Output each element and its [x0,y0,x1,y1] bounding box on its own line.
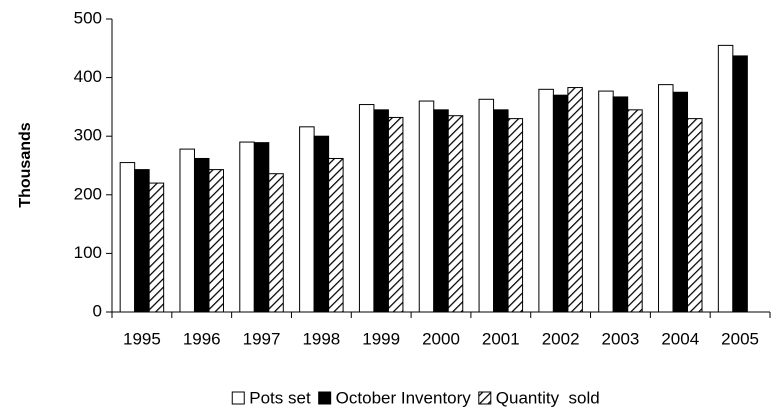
x-tick-label: 2003 [602,329,640,348]
bar [598,90,614,313]
bar [148,182,165,313]
bar [358,104,375,313]
legend-swatch [318,391,332,405]
bar [478,98,495,313]
y-tick-label: 100 [74,243,102,262]
bar [732,55,748,313]
bar [268,173,284,313]
legend-label: Quantity sold [496,388,600,407]
legend-swatch [478,391,492,405]
bar [507,118,524,313]
bar [208,169,224,313]
bar [253,142,270,313]
bar [612,96,629,313]
bar [193,157,210,313]
y-tick-label: 0 [93,301,102,320]
x-tick-label: 2005 [721,329,759,348]
x-tick-label: 1998 [302,329,340,348]
bar [658,84,674,313]
legend: Pots set October Inventory Quantity sold [231,388,600,407]
bar [717,44,734,313]
legend-label: October Inventory [336,388,472,407]
bar [373,109,389,313]
y-tick-label: 500 [74,8,102,27]
bar [567,87,583,313]
y-tick-label: 200 [74,184,102,203]
bar [433,109,449,313]
x-tick-label: 2000 [422,329,460,348]
x-tick-label: 1997 [243,329,281,348]
bar [313,135,330,313]
bar [493,109,509,313]
bar [119,162,136,313]
bar [672,91,689,313]
x-tick-label: 1996 [183,329,221,348]
bar [299,126,315,313]
bar [239,141,255,313]
bar [418,100,435,313]
bar [687,118,703,313]
bar [179,148,195,313]
legend-swatch [231,391,245,405]
x-tick-label: 2004 [661,329,699,348]
bar [387,116,404,313]
y-tick-label: 300 [74,126,102,145]
x-tick-label: 1999 [362,329,400,348]
bar [627,109,643,313]
x-tick-label: 2001 [482,329,520,348]
y-tick-label: 400 [74,67,102,86]
y-axis-label: Thousands [17,122,34,207]
bar [134,169,150,313]
bar [447,115,464,313]
x-tick-label: 2002 [542,329,580,348]
legend-label: Pots set [249,388,311,407]
x-tick-label: 1995 [123,329,161,348]
bar [328,157,344,313]
bar [538,88,554,313]
bar [552,94,569,313]
